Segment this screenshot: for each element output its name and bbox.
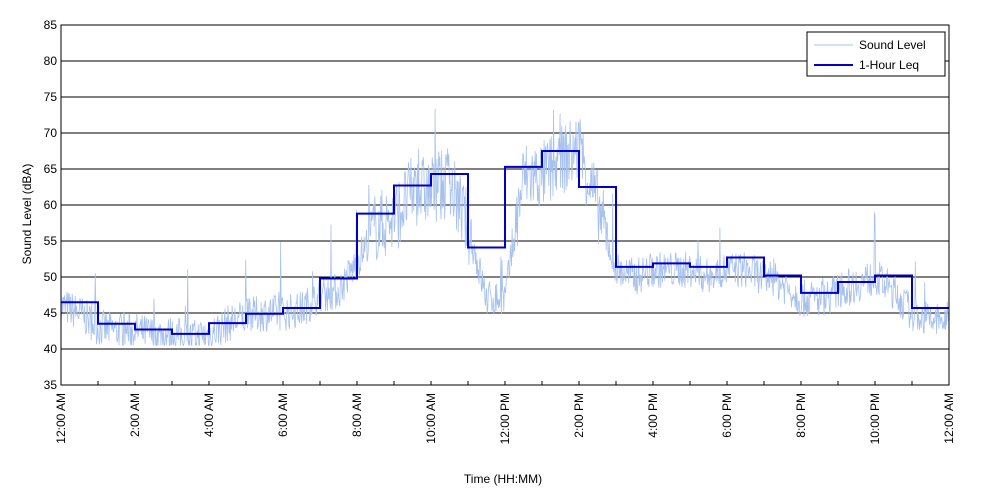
y-tick-label: 65 bbox=[44, 162, 58, 176]
y-tick-label: 45 bbox=[44, 306, 58, 320]
x-tick-label: 4:00 PM bbox=[646, 393, 660, 438]
x-tick-label: 2:00 PM bbox=[572, 393, 586, 438]
x-axis-title: Time (HH:MM) bbox=[464, 472, 542, 486]
y-tick-label: 80 bbox=[44, 54, 58, 68]
x-tick-label: 12:00 PM bbox=[498, 393, 512, 444]
y-tick-label: 50 bbox=[44, 270, 58, 284]
y-tick-label: 35 bbox=[44, 378, 58, 392]
y-tick-label: 40 bbox=[44, 342, 58, 356]
y-tick-label: 75 bbox=[44, 90, 58, 104]
legend-box bbox=[806, 31, 946, 77]
sound-level-line bbox=[60, 108, 950, 347]
y-tick-label: 60 bbox=[44, 198, 58, 212]
leq-series bbox=[61, 150, 949, 335]
x-tick-label: 4:00 AM bbox=[202, 393, 216, 437]
legend-label-sound-level: Sound Level bbox=[859, 38, 926, 52]
x-tick-label: 12:00 AM bbox=[942, 393, 956, 444]
legend: Sound Level 1-Hour Leq bbox=[806, 31, 946, 77]
y-tick-label: 85 bbox=[44, 18, 58, 32]
x-tick-label: 10:00 AM bbox=[424, 393, 438, 444]
x-tick-label: 12:00 AM bbox=[54, 393, 68, 444]
y-axis: 35 40 45 50 55 60 65 70 75 80 85 bbox=[44, 18, 65, 392]
leq-step-line bbox=[61, 150, 949, 335]
x-tick-label: 8:00 PM bbox=[794, 393, 808, 438]
x-tick-label: 2:00 AM bbox=[128, 393, 142, 437]
x-tick-label: 10:00 PM bbox=[868, 393, 882, 444]
x-tick-label: 6:00 PM bbox=[720, 393, 734, 438]
x-tick-label: 6:00 AM bbox=[276, 393, 290, 437]
x-axis: 12:00 AM 2:00 AM 4:00 AM 6:00 AM 8:00 AM 10:0… bbox=[54, 381, 956, 444]
x-tick-label: 8:00 AM bbox=[350, 393, 364, 437]
y-tick-label: 55 bbox=[44, 234, 58, 248]
y-tick-label: 70 bbox=[44, 126, 58, 140]
legend-label-leq: 1-Hour Leq bbox=[859, 58, 919, 72]
y-axis-title: Sound Level (dBA) bbox=[20, 164, 34, 265]
sound-level-series bbox=[60, 108, 950, 347]
